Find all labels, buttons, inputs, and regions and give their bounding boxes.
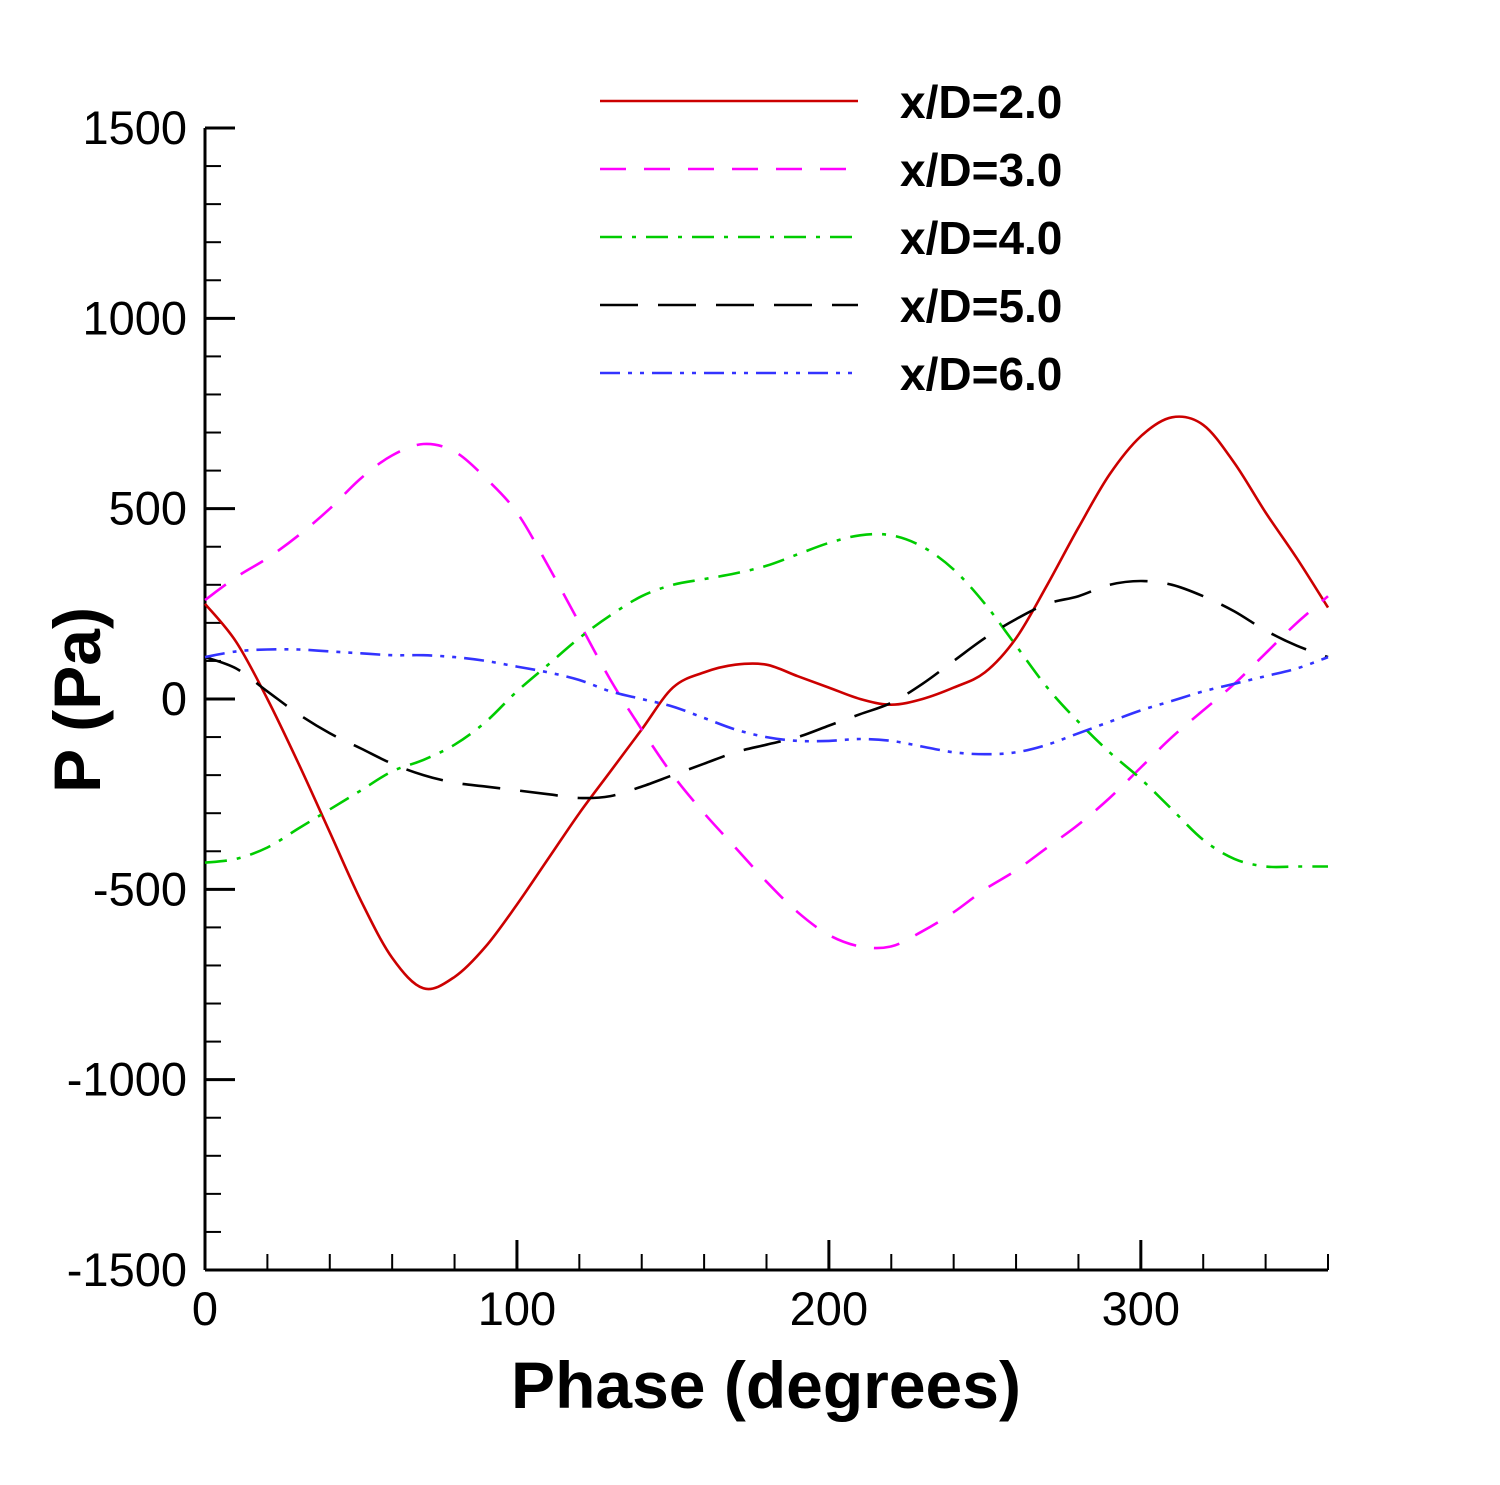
x-tick-label: 100 — [478, 1282, 556, 1335]
legend-label-2: x/D=3.0 — [900, 144, 1062, 196]
y-tick-label: 500 — [109, 482, 187, 535]
x-tick-label: 300 — [1102, 1282, 1180, 1335]
x-axis-title: Phase (degrees) — [511, 1348, 1021, 1422]
y-tick-label: -1000 — [67, 1053, 187, 1106]
y-axis-title: P (Pa) — [40, 607, 114, 793]
y-tick-label: -1500 — [67, 1243, 187, 1296]
y-tick-label: 1500 — [82, 101, 187, 154]
axes: -1500 -1000 -500 0 500 1000 1500 0 100 200 300 — [67, 101, 1329, 1335]
x-tick-label: 0 — [192, 1282, 218, 1335]
x-tick-label: 200 — [790, 1282, 868, 1335]
series-line-5 — [204, 647, 1329, 756]
legend-label-5: x/D=6.0 — [900, 348, 1062, 400]
y-tick-label: 1000 — [82, 291, 187, 344]
series-layer — [203, 415, 1330, 991]
y-tick-label: -500 — [93, 862, 187, 915]
legend-label-1: x/D=2.0 — [900, 76, 1062, 128]
legend-label-3: x/D=4.0 — [900, 212, 1062, 264]
series-line-1 — [203, 415, 1330, 991]
series-line-3 — [204, 532, 1328, 869]
legend: x/D=2.0 x/D=3.0 x/D=4.0 x/D=5.0 x/D=6.0 — [600, 76, 1062, 400]
legend-label-4: x/D=5.0 — [900, 280, 1062, 332]
series-line-4 — [204, 579, 1329, 800]
series-line-2 — [204, 442, 1329, 950]
y-tick-label: 0 — [161, 672, 187, 725]
